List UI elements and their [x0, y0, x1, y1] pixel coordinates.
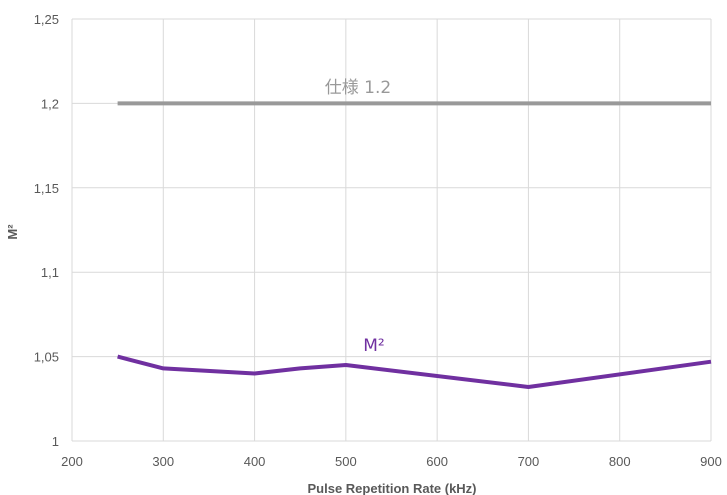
gridlines [71, 18, 712, 442]
y-tick-label: 1,15 [34, 181, 59, 196]
x-tick-label: 800 [609, 454, 631, 469]
x-tick-label: 400 [244, 454, 266, 469]
series-labels: 仕様 1.2 M² [325, 78, 391, 356]
x-tick-label: 300 [152, 454, 174, 469]
series-label-1: M² [363, 336, 384, 356]
series-label-0: 仕様 1.2 [325, 78, 391, 98]
y-tick-label: 1,2 [41, 96, 59, 111]
x-tick-label: 700 [518, 454, 540, 469]
y-tick-label: 1,25 [34, 12, 59, 27]
x-tick-label: 200 [61, 454, 83, 469]
y-tick-label: 1 [52, 434, 59, 449]
series-lines [117, 101, 712, 389]
x-tick-label: 600 [426, 454, 448, 469]
x-axis-ticks: 200 300 400 500 600 700 800 900 [61, 454, 722, 469]
y-tick-label: 1,05 [34, 350, 59, 365]
y-axis-label: M² [5, 224, 20, 240]
y-axis-ticks: 1 1,05 1,1 1,15 1,2 1,25 [34, 12, 59, 449]
x-tick-label: 900 [700, 454, 722, 469]
x-axis-label: Pulse Repetition Rate (kHz) [307, 481, 476, 495]
y-tick-label: 1,1 [41, 265, 59, 280]
series-line-1 [117, 354, 712, 389]
x-tick-label: 500 [335, 454, 357, 469]
